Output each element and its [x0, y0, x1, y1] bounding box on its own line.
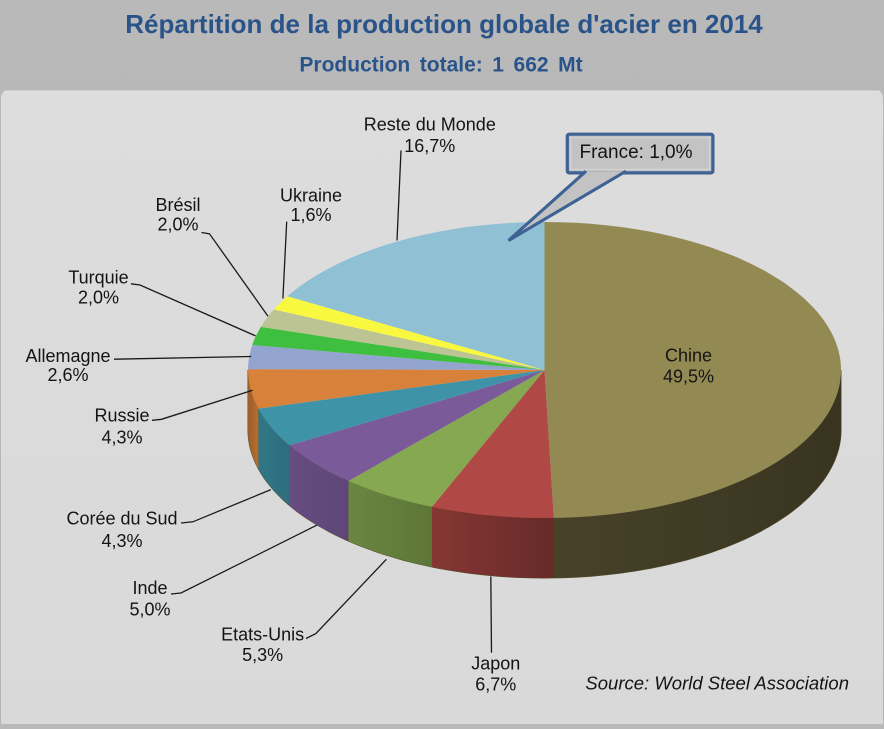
svg-text:2,6%: 2,6%	[47, 365, 88, 385]
svg-text:5,0%: 5,0%	[129, 600, 170, 620]
svg-text:2,0%: 2,0%	[157, 215, 198, 235]
svg-text:Répartition de la production g: Répartition de la production globale d'a…	[125, 9, 763, 39]
svg-text:Allemagne: Allemagne	[25, 346, 110, 366]
svg-text:Chine: Chine	[665, 346, 712, 366]
svg-text:Etats-Unis: Etats-Unis	[221, 625, 304, 645]
svg-text:4,3%: 4,3%	[101, 531, 142, 551]
svg-text:France: 1,0%: France: 1,0%	[580, 142, 693, 163]
svg-text:Russie: Russie	[94, 406, 149, 426]
svg-text:5,3%: 5,3%	[242, 645, 283, 665]
svg-text:4,3%: 4,3%	[101, 427, 142, 447]
svg-text:Japon: Japon	[471, 654, 520, 674]
svg-text:Brésil: Brésil	[155, 195, 200, 215]
svg-text:1,6%: 1,6%	[290, 205, 331, 225]
svg-text:Turquie: Turquie	[68, 268, 128, 288]
svg-text:Corée du Sud: Corée du Sud	[66, 509, 177, 529]
svg-text:Ukraine: Ukraine	[280, 185, 342, 205]
svg-text:49,5%: 49,5%	[663, 367, 714, 387]
svg-text:Source: World Steel Associatio: Source: World Steel Association	[585, 673, 849, 694]
svg-text:16,7%: 16,7%	[404, 136, 455, 156]
svg-text:Production totale: 1 662 Mt: Production totale: 1 662 Mt	[299, 54, 582, 77]
svg-text:Inde: Inde	[132, 578, 167, 598]
svg-text:2,0%: 2,0%	[78, 287, 119, 307]
svg-text:6,7%: 6,7%	[475, 674, 516, 694]
svg-text:Reste du Monde: Reste du Monde	[364, 114, 496, 134]
